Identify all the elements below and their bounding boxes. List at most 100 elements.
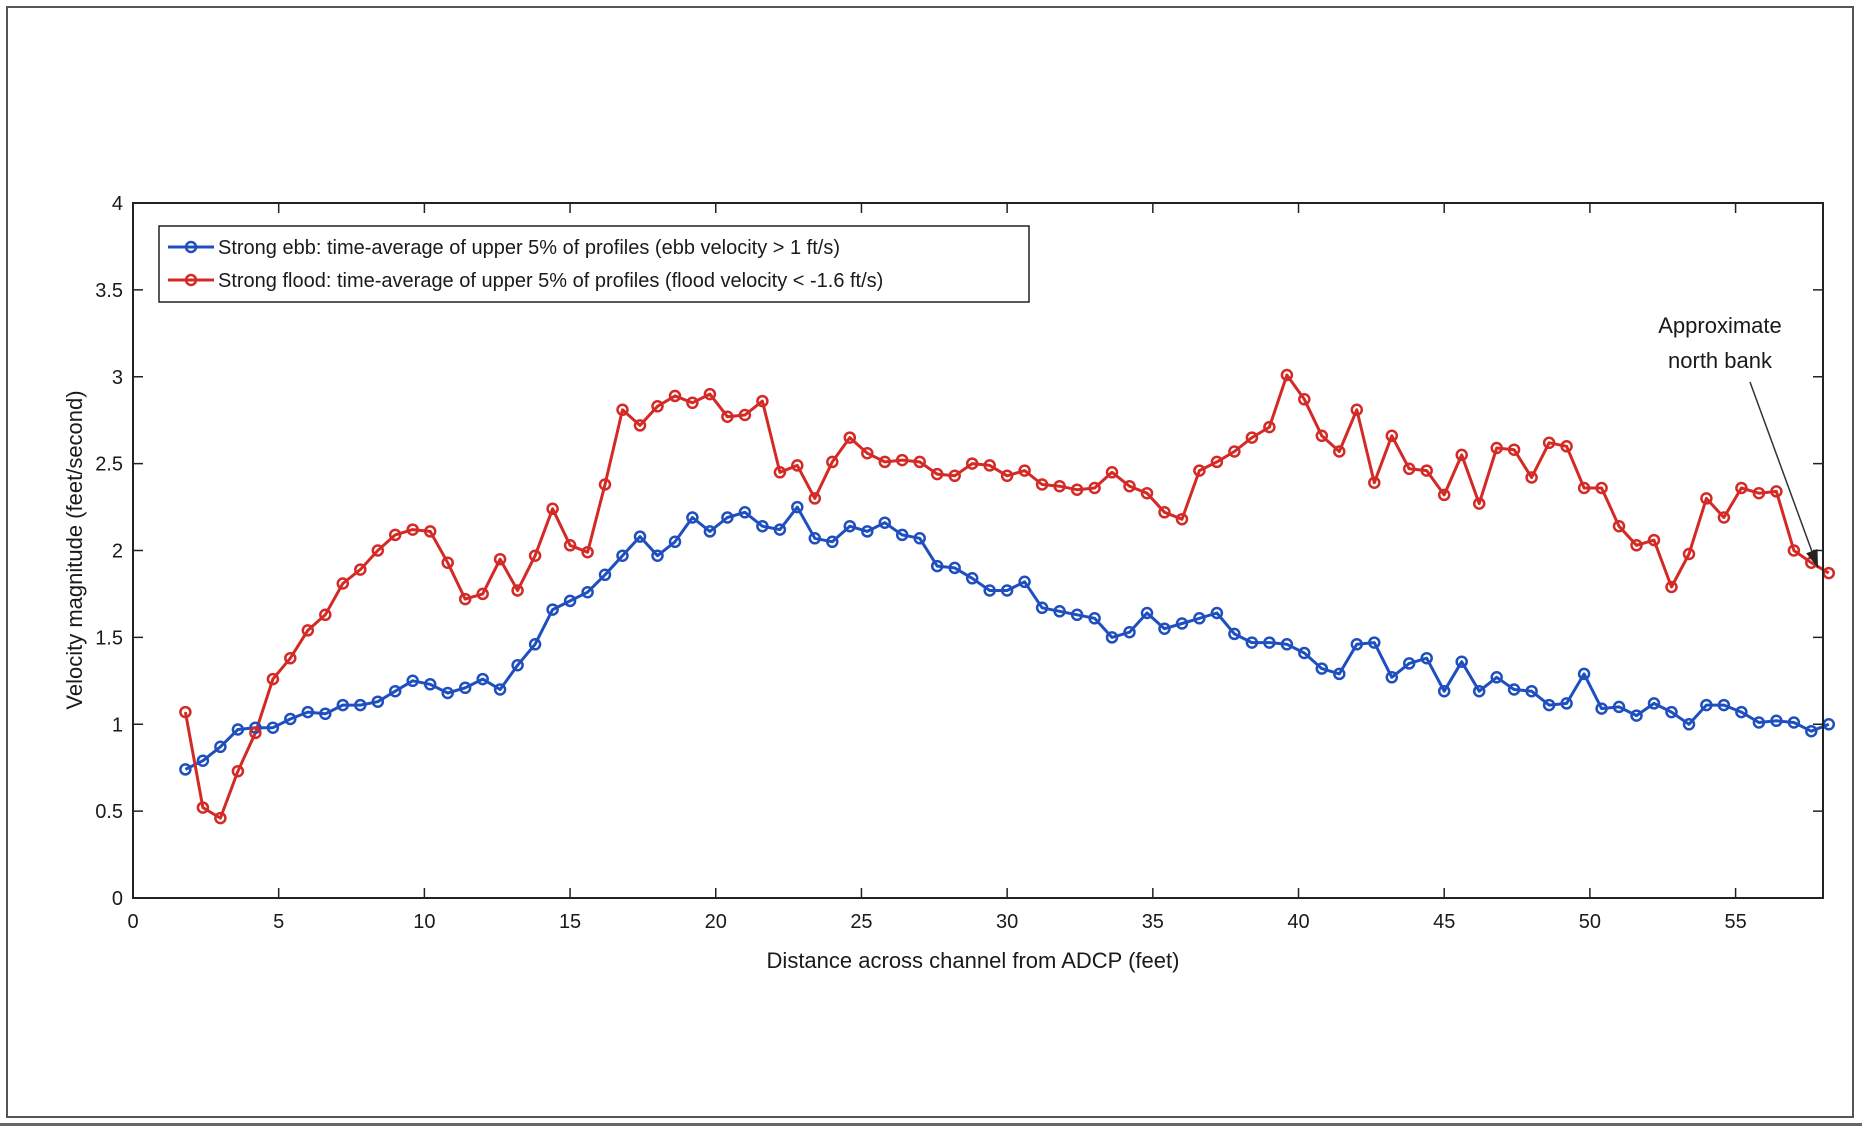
data-point-flood <box>581 545 594 559</box>
annotation-arrowhead <box>1806 549 1818 568</box>
data-point-flood <box>1158 506 1171 519</box>
data-point-flood <box>1717 511 1731 524</box>
data-point-flood <box>1123 479 1136 493</box>
plot-area-border <box>132 202 1824 899</box>
data-point-flood <box>1333 445 1346 458</box>
data-point-flood <box>651 400 664 413</box>
data-point-flood <box>249 726 262 740</box>
data-point-ebb <box>861 525 874 538</box>
data-point-ebb <box>1245 636 1259 649</box>
data-point-ebb <box>458 681 472 695</box>
data-point-ebb <box>1140 606 1154 620</box>
data-point-flood <box>1542 436 1556 450</box>
x-tick-labels: 0 5 10 15 20 25 30 35 40 45 50 55 <box>127 911 1746 933</box>
data-point-flood <box>1700 492 1713 505</box>
data-point-ebb <box>528 638 542 651</box>
data-point-ebb <box>406 674 419 688</box>
y-tick-label: 1 <box>112 714 123 736</box>
data-point-ebb <box>319 707 332 721</box>
data-point-flood <box>1175 512 1189 526</box>
data-point-flood <box>301 624 315 637</box>
data-point-flood <box>1455 448 1468 462</box>
data-point-flood <box>1315 429 1329 443</box>
x-tick-label: 10 <box>413 911 435 933</box>
x-tick-label: 30 <box>996 911 1018 933</box>
data-point-ebb <box>266 721 280 734</box>
data-point-flood <box>319 608 332 622</box>
data-point-ebb <box>1490 671 1503 684</box>
y-tick-label: 0 <box>112 888 123 910</box>
data-point-flood <box>196 801 210 814</box>
data-point-flood <box>1472 497 1486 510</box>
data-point-ebb <box>1035 601 1049 615</box>
data-point-ebb <box>354 698 367 712</box>
data-point-ebb <box>231 723 245 736</box>
data-point-flood <box>756 394 769 408</box>
data-point-flood <box>808 492 822 505</box>
data-point-ebb <box>284 712 297 726</box>
data-point-ebb <box>703 525 717 538</box>
y-tick-label: 1.5 <box>95 627 123 649</box>
data-point-ebb <box>1070 608 1084 622</box>
x-tick-label: 45 <box>1433 911 1455 933</box>
data-point-ebb <box>441 686 454 700</box>
data-point-ebb <box>1735 705 1748 719</box>
data-point-ebb <box>1385 671 1399 684</box>
data-point-flood <box>773 466 787 479</box>
data-point-flood <box>721 410 734 423</box>
data-point-ebb <box>1088 612 1101 625</box>
legend-marker-ebb <box>184 240 198 254</box>
data-point-ebb <box>1472 684 1486 698</box>
data-point-ebb <box>388 684 402 698</box>
data-point-flood <box>1000 469 1014 483</box>
data-point-flood <box>1193 464 1206 477</box>
data-point-flood <box>1385 429 1399 443</box>
data-point-ebb <box>1158 622 1171 635</box>
data-point-ebb <box>965 572 979 585</box>
data-point-flood <box>826 455 839 469</box>
data-point-ebb <box>738 506 752 519</box>
x-tick-label: 55 <box>1724 911 1746 933</box>
data-point-ebb <box>633 530 647 543</box>
data-point-ebb <box>1105 631 1119 644</box>
x-tick-label: 35 <box>1142 911 1164 933</box>
data-point-flood <box>563 539 577 552</box>
data-point-ebb <box>1123 625 1136 639</box>
data-point-ebb <box>1018 575 1031 589</box>
data-point-ebb <box>301 705 315 719</box>
data-point-ebb <box>878 516 892 529</box>
data-point-ebb <box>1665 705 1678 719</box>
y-tick-labels: 0 0.5 1 1.5 2 2.5 3 3.5 4 <box>95 193 123 910</box>
data-point-ebb <box>1455 655 1468 668</box>
y-tick-label: 3.5 <box>95 280 123 302</box>
data-point-flood <box>1577 481 1591 495</box>
data-point-flood <box>231 764 245 778</box>
data-point-flood <box>1402 462 1416 476</box>
data-point-ebb <box>336 698 350 712</box>
data-point-ebb <box>581 585 594 599</box>
data-point-ebb <box>1368 636 1381 649</box>
data-point-flood <box>633 419 647 432</box>
data-point-flood <box>1035 478 1049 491</box>
x-tick-label: 40 <box>1287 911 1309 933</box>
data-point-ebb <box>756 519 769 533</box>
data-point-flood <box>948 469 961 483</box>
data-point-flood <box>965 457 979 470</box>
data-point-ebb <box>773 523 787 536</box>
data-point-ebb <box>1560 697 1573 710</box>
data-point-ebb <box>616 549 629 562</box>
data-point-ebb <box>930 559 944 573</box>
data-point-ebb <box>843 519 857 533</box>
data-point-ebb <box>1525 684 1538 698</box>
data-point-flood <box>738 408 752 422</box>
data-point-ebb <box>1577 667 1591 681</box>
data-point-ebb <box>1595 702 1608 715</box>
data-point-flood <box>179 705 192 719</box>
data-point-flood <box>1088 481 1101 495</box>
x-tick-label: 50 <box>1579 911 1601 933</box>
data-point-ebb <box>1700 698 1713 712</box>
data-point-flood <box>1560 440 1573 453</box>
data-point-flood <box>1245 431 1259 444</box>
data-point-ebb <box>651 549 664 562</box>
